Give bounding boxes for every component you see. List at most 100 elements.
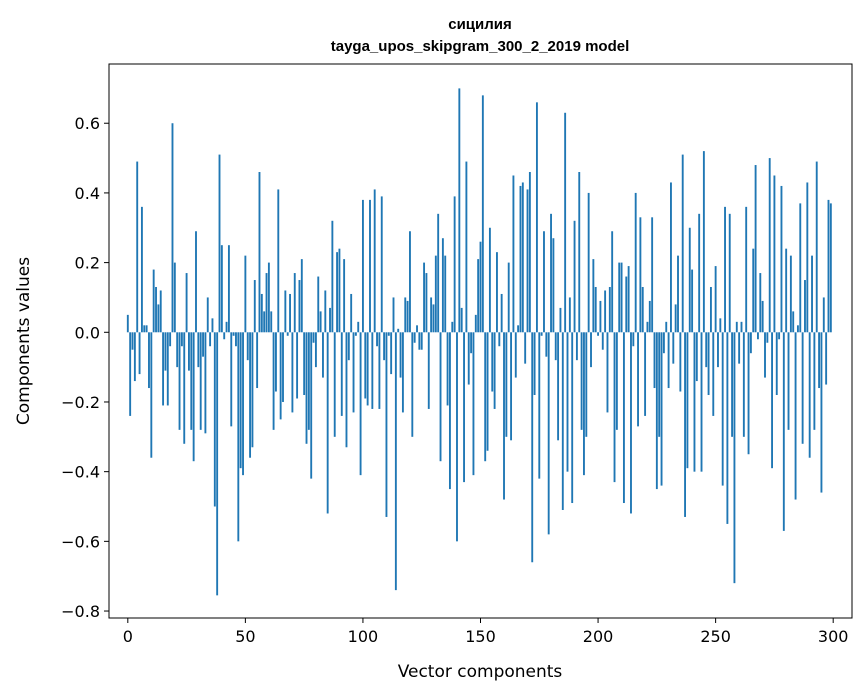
bar-163 bbox=[510, 332, 513, 441]
bar-136 bbox=[446, 332, 449, 406]
bar-36 bbox=[211, 318, 214, 333]
y-tick-label: 0.6 bbox=[75, 114, 100, 133]
bar-143 bbox=[463, 332, 465, 483]
bar-141 bbox=[458, 88, 461, 333]
bar-213 bbox=[627, 266, 630, 333]
bar-21 bbox=[176, 332, 179, 368]
bar-269 bbox=[759, 273, 762, 333]
bar-7 bbox=[143, 325, 146, 333]
bar-29 bbox=[195, 231, 197, 333]
bar-56 bbox=[258, 172, 261, 333]
bar-216 bbox=[634, 192, 637, 333]
bar-262 bbox=[742, 332, 745, 437]
bar-275 bbox=[773, 175, 776, 333]
bar-202 bbox=[601, 332, 604, 350]
bar-274 bbox=[771, 332, 773, 469]
bar-83 bbox=[322, 332, 324, 378]
bar-176 bbox=[540, 332, 543, 336]
bar-183 bbox=[557, 332, 560, 441]
bar-89 bbox=[336, 252, 339, 333]
bar-67 bbox=[284, 290, 287, 333]
bar-108 bbox=[380, 196, 383, 333]
bar-243 bbox=[698, 213, 701, 333]
bar-199 bbox=[594, 286, 597, 333]
bar-299 bbox=[829, 203, 832, 333]
y-tick-label: −0.4 bbox=[61, 463, 100, 482]
bar-126 bbox=[423, 262, 426, 333]
bar-168 bbox=[521, 182, 524, 333]
bar-90 bbox=[338, 248, 341, 333]
bar-152 bbox=[484, 332, 487, 462]
bar-196 bbox=[587, 192, 590, 333]
bar-81 bbox=[317, 276, 320, 333]
bar-211 bbox=[622, 332, 625, 504]
bar-287 bbox=[801, 332, 804, 444]
bar-85 bbox=[326, 332, 329, 514]
bar-282 bbox=[789, 255, 792, 333]
bar-228 bbox=[662, 332, 665, 354]
bar-23 bbox=[180, 332, 183, 347]
bar-234 bbox=[677, 255, 679, 333]
bar-17 bbox=[166, 332, 169, 406]
bar-189 bbox=[571, 332, 574, 504]
bar-140 bbox=[456, 332, 458, 542]
bar-37 bbox=[213, 332, 216, 507]
bar-117 bbox=[401, 332, 404, 413]
bar-265 bbox=[749, 332, 752, 354]
x-tick-label: 0 bbox=[123, 627, 133, 646]
bar-96 bbox=[352, 332, 355, 413]
bar-133 bbox=[439, 332, 442, 462]
bar-182 bbox=[554, 332, 557, 361]
bar-192 bbox=[578, 172, 581, 333]
bar-280 bbox=[785, 248, 788, 333]
bar-154 bbox=[488, 227, 491, 333]
bar-227 bbox=[660, 332, 663, 486]
bar-166 bbox=[517, 325, 520, 333]
bar-115 bbox=[397, 328, 400, 333]
bar-34 bbox=[206, 297, 209, 333]
bar-91 bbox=[340, 332, 343, 416]
bar-31 bbox=[199, 332, 202, 430]
bar-60 bbox=[267, 262, 270, 333]
bar-240 bbox=[691, 269, 694, 333]
bar-266 bbox=[752, 248, 755, 333]
y-tick-label: 0.2 bbox=[75, 254, 100, 273]
bar-103 bbox=[369, 199, 371, 333]
bar-82 bbox=[319, 311, 322, 333]
bar-153 bbox=[486, 332, 489, 451]
bar-190 bbox=[573, 220, 576, 333]
bar-289 bbox=[806, 182, 809, 333]
bar-59 bbox=[265, 273, 268, 333]
bar-149 bbox=[477, 259, 480, 333]
bar-93 bbox=[345, 332, 348, 448]
bar-179 bbox=[547, 332, 550, 535]
bar-72 bbox=[296, 332, 299, 399]
bar-4 bbox=[136, 161, 139, 333]
bar-200 bbox=[597, 332, 600, 336]
bar-147 bbox=[472, 332, 475, 476]
x-tick-label: 100 bbox=[348, 627, 379, 646]
bar-270 bbox=[761, 300, 764, 333]
bar-53 bbox=[251, 332, 254, 448]
bar-13 bbox=[157, 304, 160, 333]
bar-35 bbox=[209, 332, 212, 347]
bar-58 bbox=[263, 311, 266, 333]
bar-267 bbox=[754, 165, 757, 333]
bar-92 bbox=[343, 259, 346, 333]
bar-28 bbox=[192, 332, 195, 462]
bar-242 bbox=[695, 332, 698, 382]
bar-1 bbox=[129, 332, 132, 416]
bar-229 bbox=[665, 321, 668, 333]
bar-38 bbox=[216, 332, 219, 596]
chart-subtitle: tayga_upos_skipgram_300_2_2019 model bbox=[331, 38, 630, 55]
bar-65 bbox=[279, 332, 282, 420]
bar-39 bbox=[218, 154, 221, 333]
bar-297 bbox=[825, 332, 828, 385]
bar-109 bbox=[383, 332, 386, 361]
bar-209 bbox=[618, 262, 621, 333]
bar-253 bbox=[721, 332, 724, 486]
bar-188 bbox=[568, 297, 571, 333]
bar-101 bbox=[364, 332, 367, 399]
bar-139 bbox=[453, 196, 456, 333]
bar-27 bbox=[190, 332, 193, 430]
